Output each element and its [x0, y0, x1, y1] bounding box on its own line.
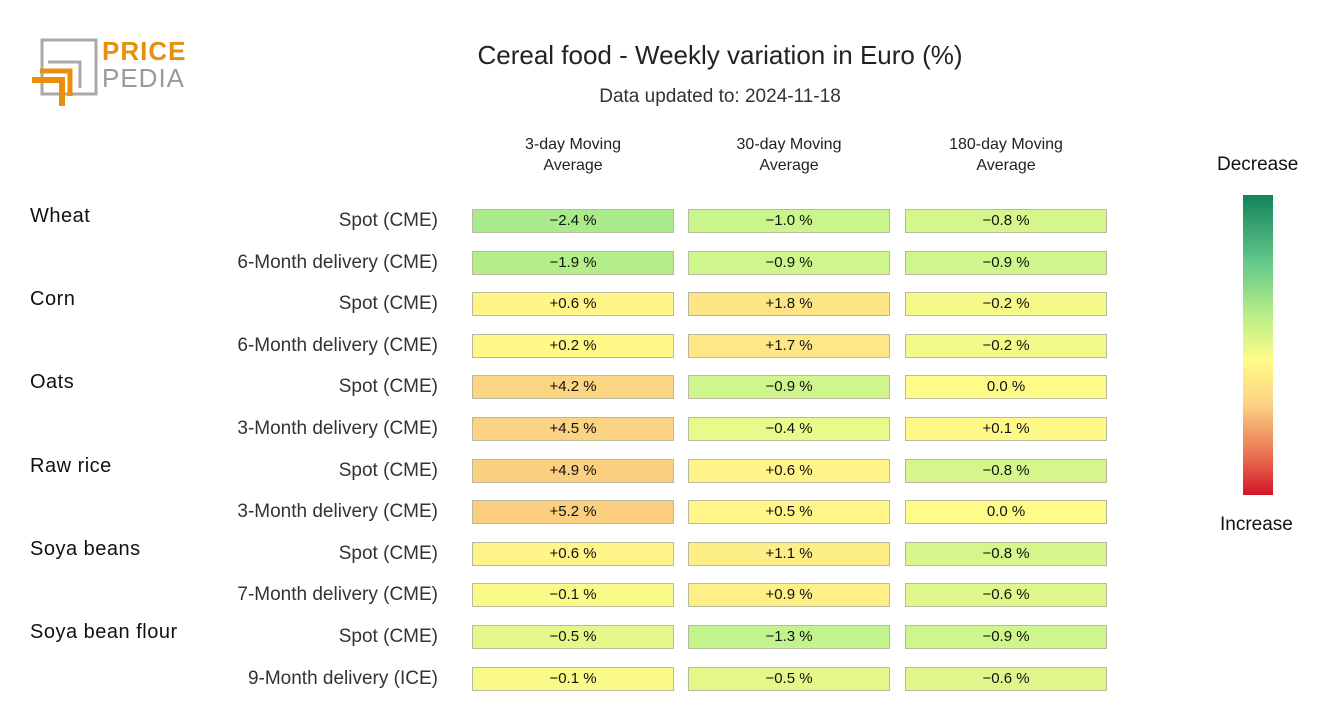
value-cell: −0.9 % — [905, 625, 1107, 649]
row-label: Spot (CME) — [338, 376, 438, 397]
logo-text: PRICE PEDIA — [102, 38, 186, 92]
group-label: Wheat — [30, 205, 91, 227]
value-cell: +0.6 % — [688, 459, 890, 483]
row-label: Spot (CME) — [338, 543, 438, 564]
value-cell: −0.9 % — [688, 375, 890, 399]
value-cell: −2.4 % — [472, 209, 674, 233]
row-label: 3-Month delivery (CME) — [237, 418, 438, 439]
value-cell: 0.0 % — [905, 500, 1107, 524]
value-cell: −0.8 % — [905, 459, 1107, 483]
value-cell: −0.5 % — [472, 625, 674, 649]
group-label: Oats — [30, 371, 75, 393]
value-cell: +4.2 % — [472, 375, 674, 399]
row-label: 6-Month delivery (CME) — [237, 252, 438, 273]
group-label: Raw rice — [30, 455, 112, 477]
row-label: 9-Month delivery (ICE) — [247, 668, 438, 689]
legend-increase-label: Increase — [1220, 514, 1293, 535]
value-cell: +4.9 % — [472, 459, 674, 483]
value-cell: +0.9 % — [688, 583, 890, 607]
row-label: Spot (CME) — [338, 293, 438, 314]
value-cell: +0.6 % — [472, 542, 674, 566]
row-label: 3-Month delivery (CME) — [237, 501, 438, 522]
chart-subtitle: Data updated to: 2024-11-18 — [599, 86, 841, 107]
row-label: 6-Month delivery (CME) — [237, 335, 438, 356]
value-cell: +0.1 % — [905, 417, 1107, 441]
column-header: 3-day Moving Average — [524, 136, 622, 174]
legend-decrease-label: Decrease — [1217, 154, 1299, 175]
value-cell: −0.9 % — [905, 251, 1107, 275]
value-cell: +0.5 % — [688, 500, 890, 524]
value-cell: −1.9 % — [472, 251, 674, 275]
value-cell: −0.2 % — [905, 292, 1107, 316]
chart-title: Cereal food - Weekly variation in Euro (… — [477, 40, 963, 70]
logo-line2: PEDIA — [102, 63, 186, 93]
value-cell: −1.3 % — [688, 625, 890, 649]
value-cell: +4.5 % — [472, 417, 674, 441]
value-cell: −0.6 % — [905, 667, 1107, 691]
group-label: Corn — [30, 288, 76, 310]
column-header: 30-day Moving Average — [736, 136, 842, 174]
row-label: 7-Month delivery (CME) — [237, 584, 438, 605]
value-cell: −0.8 % — [905, 209, 1107, 233]
group-label: Soya beans — [30, 538, 141, 560]
value-cell: +1.1 % — [688, 542, 890, 566]
value-cell: +0.2 % — [472, 334, 674, 358]
value-cell: 0.0 % — [905, 375, 1107, 399]
logo-mark-icon — [32, 38, 98, 106]
logo-line1: PRICE — [102, 36, 187, 66]
value-cell: +5.2 % — [472, 500, 674, 524]
value-cell: −0.2 % — [905, 334, 1107, 358]
value-cell: −0.5 % — [688, 667, 890, 691]
row-label: Spot (CME) — [338, 460, 438, 481]
legend-color-bar — [1243, 195, 1273, 495]
value-cell: −1.0 % — [688, 209, 890, 233]
value-cell: +0.6 % — [472, 292, 674, 316]
value-cell: −0.8 % — [905, 542, 1107, 566]
value-cell: +1.8 % — [688, 292, 890, 316]
value-cell: −0.9 % — [688, 251, 890, 275]
value-cell: −0.6 % — [905, 583, 1107, 607]
group-label: Soya bean flour — [30, 621, 178, 643]
value-cell: −0.1 % — [472, 667, 674, 691]
value-cell: −0.4 % — [688, 417, 890, 441]
value-cell: +1.7 % — [688, 334, 890, 358]
value-cell: −0.1 % — [472, 583, 674, 607]
column-header: 180-day Moving Average — [949, 136, 1063, 174]
row-label: Spot (CME) — [338, 210, 438, 231]
row-label: Spot (CME) — [338, 626, 438, 647]
pricepedia-logo: PRICE PEDIA — [30, 38, 190, 110]
